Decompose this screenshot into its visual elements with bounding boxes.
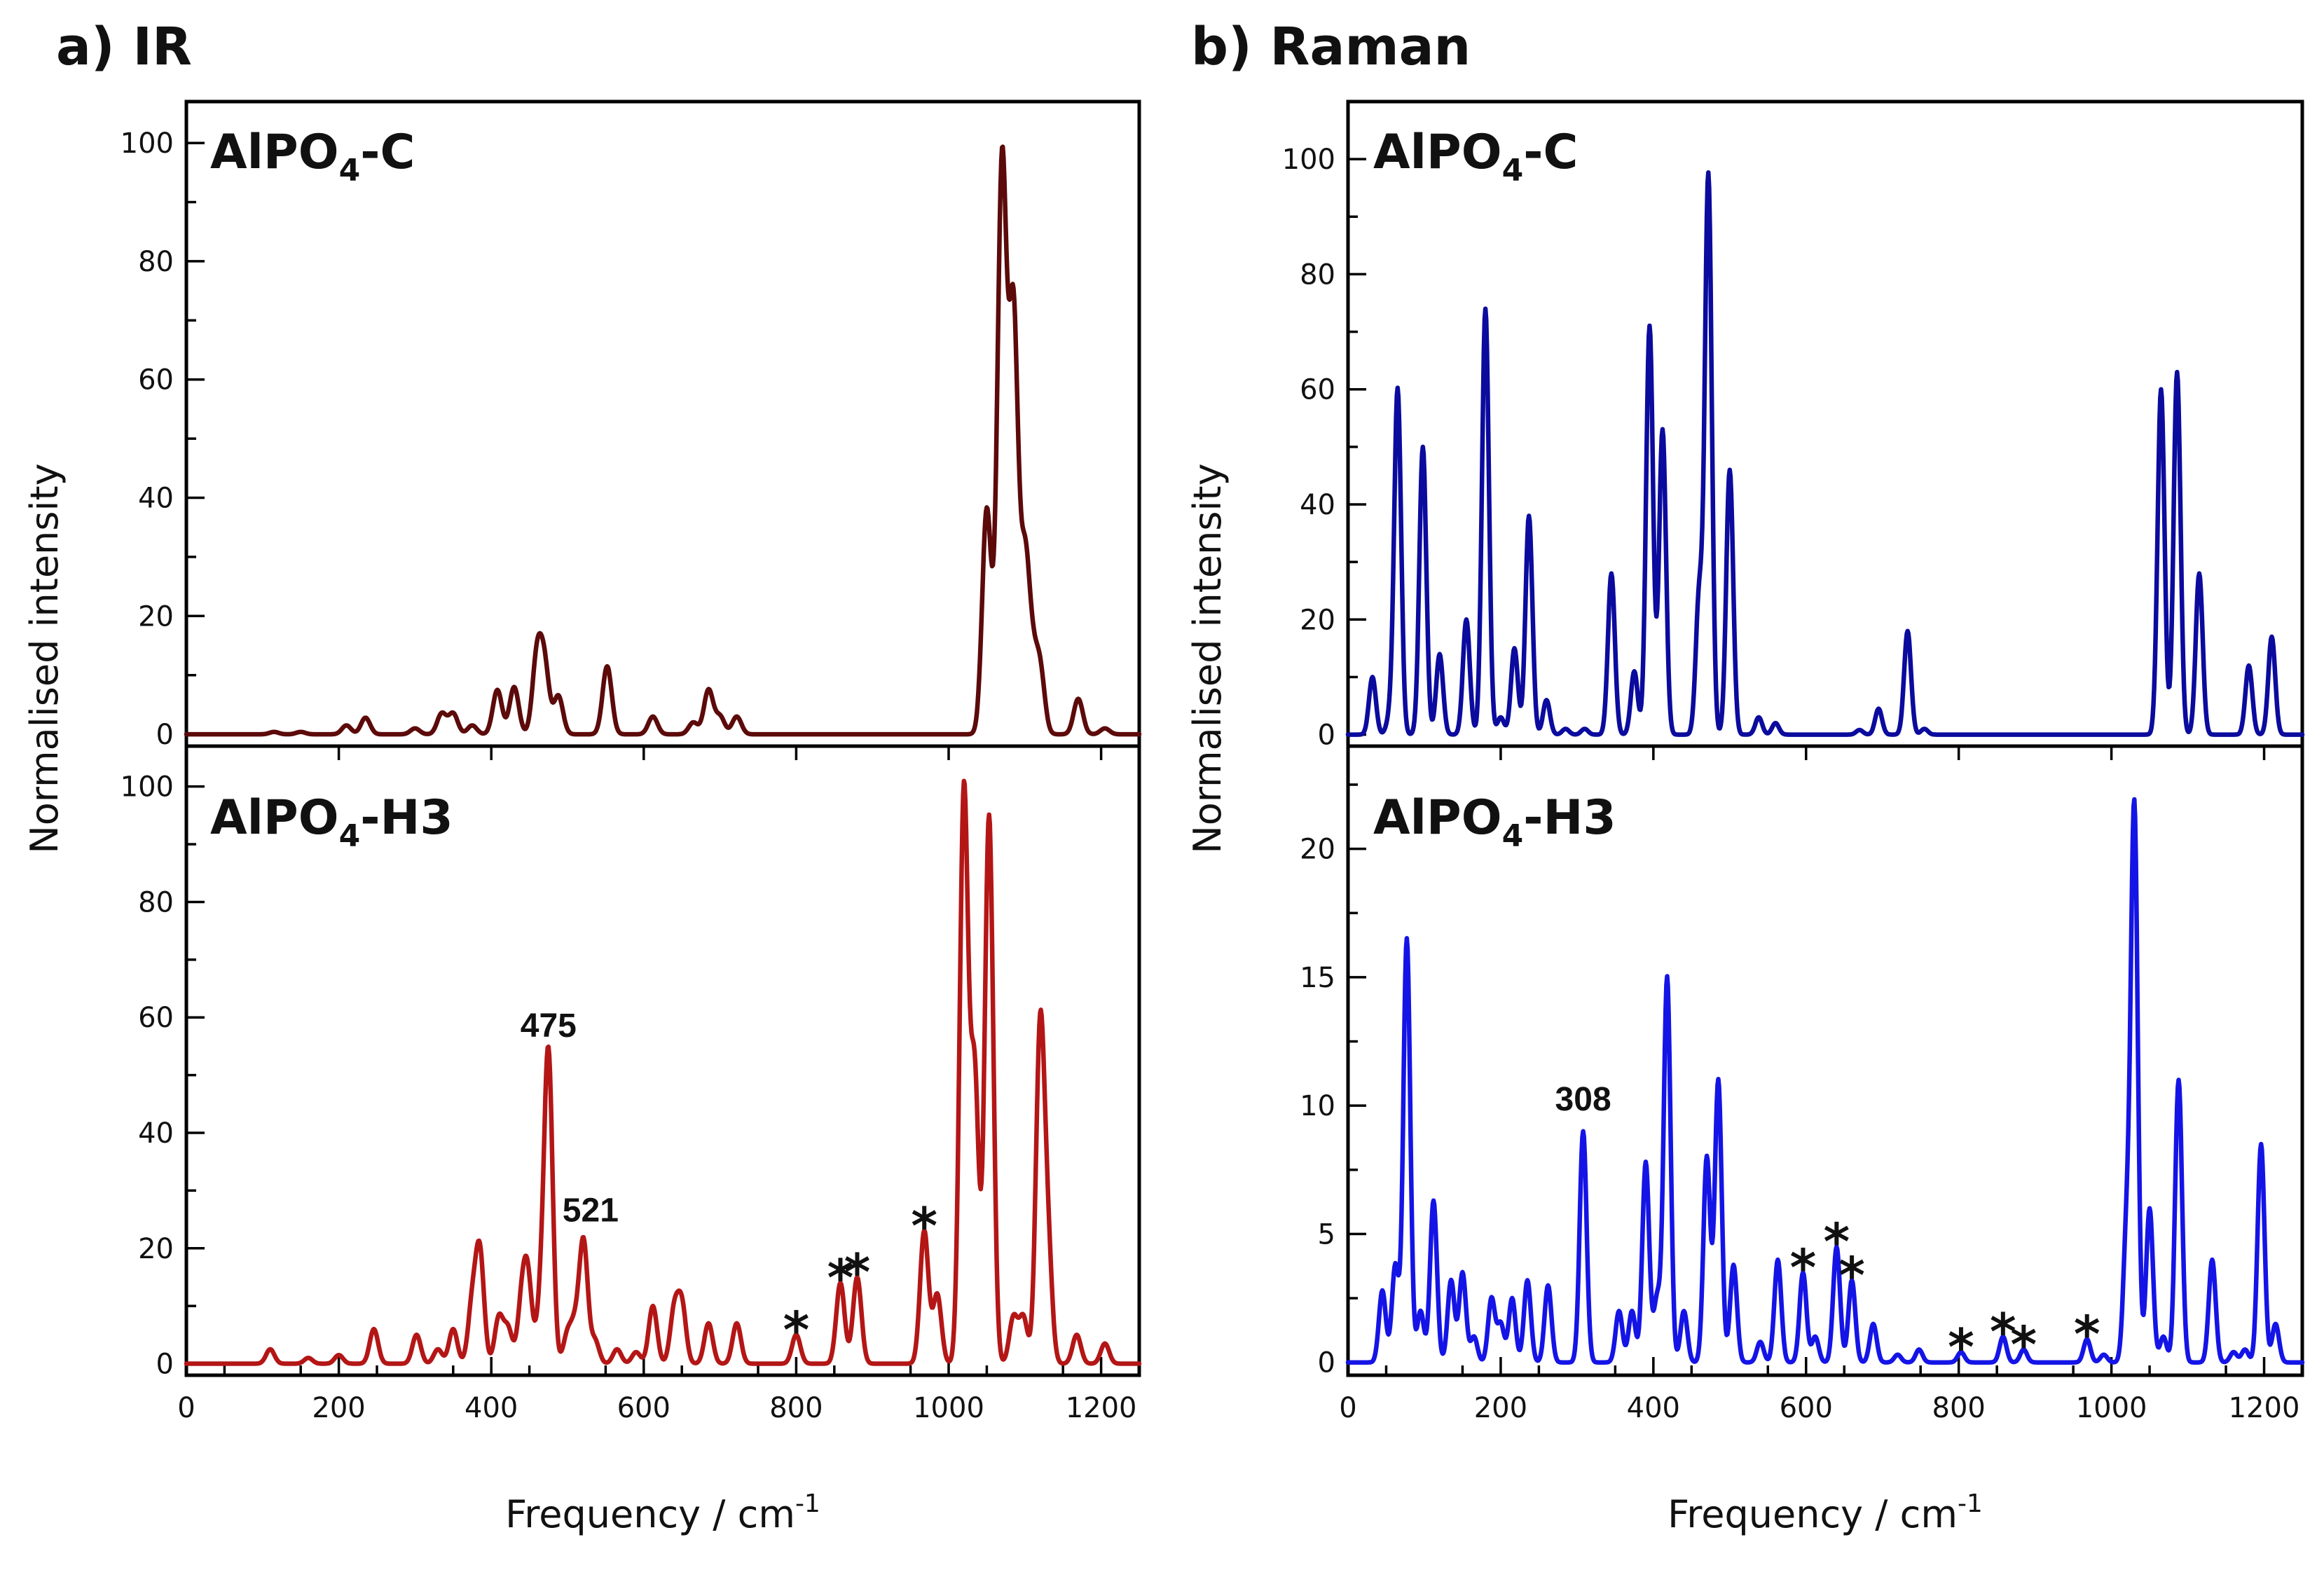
panel-b-bottom-label-sub: 4 bbox=[1502, 818, 1524, 854]
panel-b-x-tick-label: 1000 bbox=[2076, 1392, 2147, 1424]
panel-b-bottom-label: AlPO4-H3 bbox=[1373, 790, 1616, 854]
panel-b-title: b) Raman bbox=[1191, 17, 1471, 77]
panel-b-bottom-star-marker: * bbox=[1790, 1238, 1817, 1297]
panel-a-top-y-tick-label: 0 bbox=[156, 719, 174, 751]
panel-a-top-y-tick-label: 20 bbox=[138, 600, 174, 633]
panel-b-top-y-tick-label: 0 bbox=[1318, 719, 1335, 752]
panel-a-bottom-peak-label: 475 bbox=[521, 1007, 577, 1045]
panel-a-xlabel: Frequency / cm-1 bbox=[505, 1489, 820, 1536]
panel-a-bottom-y-tick-label: 60 bbox=[138, 1002, 174, 1034]
panel-a-bottom-y-tick-label: 20 bbox=[138, 1233, 174, 1265]
panel-b-top-label-main: AlPO bbox=[1373, 125, 1502, 180]
panel-b-bottom-label-main: AlPO bbox=[1373, 790, 1502, 846]
panel-b-top-y-tick-label: 40 bbox=[1300, 489, 1335, 521]
panel-a-x-tick-label: 0 bbox=[177, 1392, 195, 1424]
panel-a-top-y-tick-label: 100 bbox=[121, 128, 174, 160]
panel-b-bottom-star-marker: * bbox=[2010, 1315, 2037, 1374]
panel-b-top-spectrum-line bbox=[1345, 170, 2305, 737]
panel-b-bottom-peak-label: 308 bbox=[1555, 1081, 1611, 1118]
panel-a-bottom-y-tick-label: 0 bbox=[156, 1349, 174, 1381]
panel-a-xlabel-sup: -1 bbox=[795, 1489, 820, 1518]
panel-a-bottom-spectrum-line bbox=[184, 778, 1142, 1366]
panel-a-top-label: AlPO4-C bbox=[210, 125, 415, 188]
panel-b-bottom-y-tick-label: 20 bbox=[1300, 834, 1335, 866]
panel-b-bottom-star-marker: * bbox=[2074, 1305, 2100, 1364]
panel-b-x-tick-label: 1200 bbox=[2229, 1392, 2300, 1424]
panel-b-xlabel: Frequency / cm-1 bbox=[1668, 1489, 1983, 1536]
panel-b-top-label: AlPO4-C bbox=[1373, 125, 1578, 188]
panel-b-bottom-label-suffix: -H3 bbox=[1523, 790, 1616, 846]
panel-b-x-tick-label: 400 bbox=[1627, 1392, 1680, 1424]
panel-a-x-tick-label: 400 bbox=[465, 1392, 518, 1424]
panel-b-bottom-y-tick-label: 10 bbox=[1300, 1090, 1335, 1122]
panel-b-ylabel: Normalised intensity bbox=[1185, 463, 1230, 853]
panel-a-xlabel-text: Frequency / cm bbox=[505, 1492, 795, 1536]
panel-b-bottom-spectrum-line bbox=[1345, 797, 2305, 1365]
panel-b-bottom-star-marker: * bbox=[1948, 1318, 1974, 1377]
chart-marks: 0 200 400 600 800 1000 12000204060801000204060… bbox=[121, 128, 2305, 1424]
panel-b-xlabel-sup: -1 bbox=[1958, 1489, 1983, 1518]
panel-b-bottom-y-tick-label: 0 bbox=[1318, 1347, 1335, 1379]
panel-a-top-label-suffix: -C bbox=[360, 125, 415, 180]
panel-a-bottom-label-main: AlPO bbox=[210, 790, 339, 846]
panel-b-bottom-star-marker: * bbox=[1838, 1246, 1865, 1304]
panel-a-bottom-star-marker: * bbox=[844, 1243, 871, 1302]
panel-a-bottom-star-marker: * bbox=[783, 1300, 810, 1359]
panel-b-top-y-tick-label: 80 bbox=[1300, 259, 1335, 291]
panel-b-top-label-sub: 4 bbox=[1502, 153, 1524, 188]
panel-a-x-tick-label: 600 bbox=[617, 1392, 671, 1424]
panel-a-top-label-sub: 4 bbox=[339, 153, 361, 188]
panel-a-title: a) IR bbox=[56, 17, 192, 77]
panel-a-bottom-y-tick-label: 100 bbox=[121, 771, 174, 804]
panel-a-top-spectrum-line bbox=[184, 144, 1142, 737]
panel-a-bottom-y-tick-label: 80 bbox=[138, 886, 174, 918]
panel-a-bottom-peak-label: 521 bbox=[563, 1192, 619, 1230]
panel-a-top-y-tick-label: 60 bbox=[138, 364, 174, 397]
panel-b-x-tick-label: 600 bbox=[1780, 1392, 1833, 1424]
panel-b-bottom-y-tick-label: 5 bbox=[1318, 1218, 1335, 1251]
panel-b-x-tick-label: 200 bbox=[1474, 1392, 1527, 1424]
panel-b-frame bbox=[1346, 99, 2304, 1377]
panel-b-x-tick-label: 0 bbox=[1339, 1392, 1356, 1424]
panel-a-x-tick-label: 1000 bbox=[913, 1392, 984, 1424]
panel-b-bottom-y-tick-label: 15 bbox=[1300, 962, 1335, 994]
panel-a-frame bbox=[184, 99, 1141, 1377]
panel-a-bottom-label-suffix: -H3 bbox=[360, 790, 453, 846]
panel-b-bottom-star-marker: * bbox=[1990, 1302, 2016, 1361]
panel-a-x-tick-label: 800 bbox=[769, 1392, 823, 1424]
panel-a-x-tick-label: 200 bbox=[312, 1392, 365, 1424]
panel-a-bottom-star-marker: * bbox=[911, 1197, 937, 1255]
panel-b-top-label-suffix: -C bbox=[1523, 125, 1578, 180]
panel-a-x-tick-label: 1200 bbox=[1066, 1392, 1137, 1424]
panel-a-bottom-label: AlPO4-H3 bbox=[210, 790, 453, 854]
panel-b-xlabel-text: Frequency / cm bbox=[1668, 1492, 1958, 1536]
panel-a-top-label-main: AlPO bbox=[210, 125, 339, 180]
panel-b-bottom-star-marker: * bbox=[1824, 1213, 1850, 1272]
panel-a-top-y-tick-label: 40 bbox=[138, 483, 174, 515]
panel-a-bottom-label-sub: 4 bbox=[339, 818, 361, 854]
panel-a-ylabel: Normalised intensity bbox=[22, 463, 67, 853]
panel-b-x-tick-label: 800 bbox=[1932, 1392, 1986, 1424]
panel-b-top-y-tick-label: 100 bbox=[1282, 144, 1335, 176]
panel-b-top-y-tick-label: 20 bbox=[1300, 604, 1335, 636]
panel-a-bottom-y-tick-label: 40 bbox=[138, 1117, 174, 1150]
panel-b-top-y-tick-label: 60 bbox=[1300, 374, 1335, 406]
panel-a-bottom-star-marker: * bbox=[827, 1248, 854, 1307]
panel-a-top-y-tick-label: 80 bbox=[138, 246, 174, 278]
